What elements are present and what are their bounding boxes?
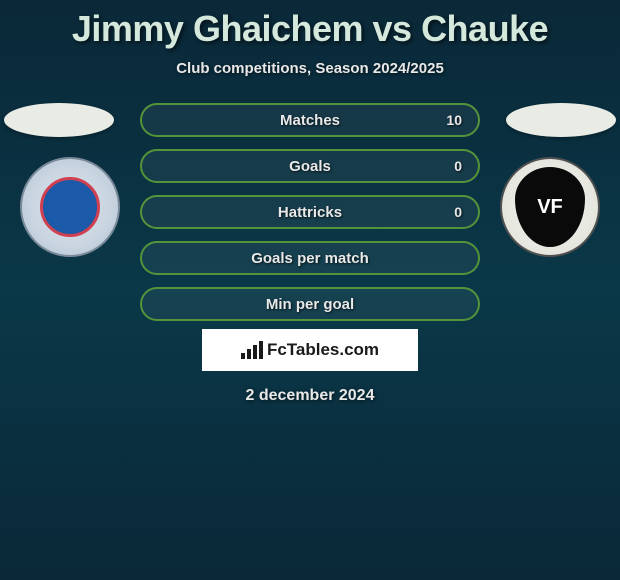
page-title: Jimmy Ghaichem vs Chauke	[0, 0, 620, 50]
stats-column: Matches 10 Goals 0 Hattricks 0 Goals per…	[140, 103, 480, 321]
stat-row-matches: Matches 10	[140, 103, 480, 137]
bar-chart-icon	[241, 341, 263, 359]
club-badge-right: VF	[500, 157, 600, 257]
infographic-root: Jimmy Ghaichem vs Chauke Club competitio…	[0, 0, 620, 405]
stat-label: Goals	[289, 158, 331, 175]
stat-label: Hattricks	[278, 204, 342, 221]
stat-row-min-per-goal: Min per goal	[140, 287, 480, 321]
stat-label: Goals per match	[251, 250, 369, 267]
stat-row-hattricks: Hattricks 0	[140, 195, 480, 229]
player-right-ellipse	[506, 103, 616, 137]
stat-row-goals-per-match: Goals per match	[140, 241, 480, 275]
player-left-ellipse	[4, 103, 114, 137]
watermark-text: FcTables.com	[267, 340, 379, 360]
watermark: FcTables.com	[202, 329, 418, 371]
stat-label: Min per goal	[266, 296, 354, 313]
stat-right-value: 0	[454, 204, 462, 220]
subtitle: Club competitions, Season 2024/2025	[0, 60, 620, 77]
club-badge-left	[20, 157, 120, 257]
club-badge-left-inner	[40, 177, 100, 237]
stat-row-goals: Goals 0	[140, 149, 480, 183]
main-area: VF Matches 10 Goals 0 Hattricks 0 Goals …	[0, 103, 620, 323]
stat-right-value: 0	[454, 158, 462, 174]
club-badge-right-inner: VF	[515, 167, 585, 247]
stat-label: Matches	[280, 112, 340, 129]
stat-right-value: 10	[446, 112, 462, 128]
date-label: 2 december 2024	[0, 387, 620, 405]
